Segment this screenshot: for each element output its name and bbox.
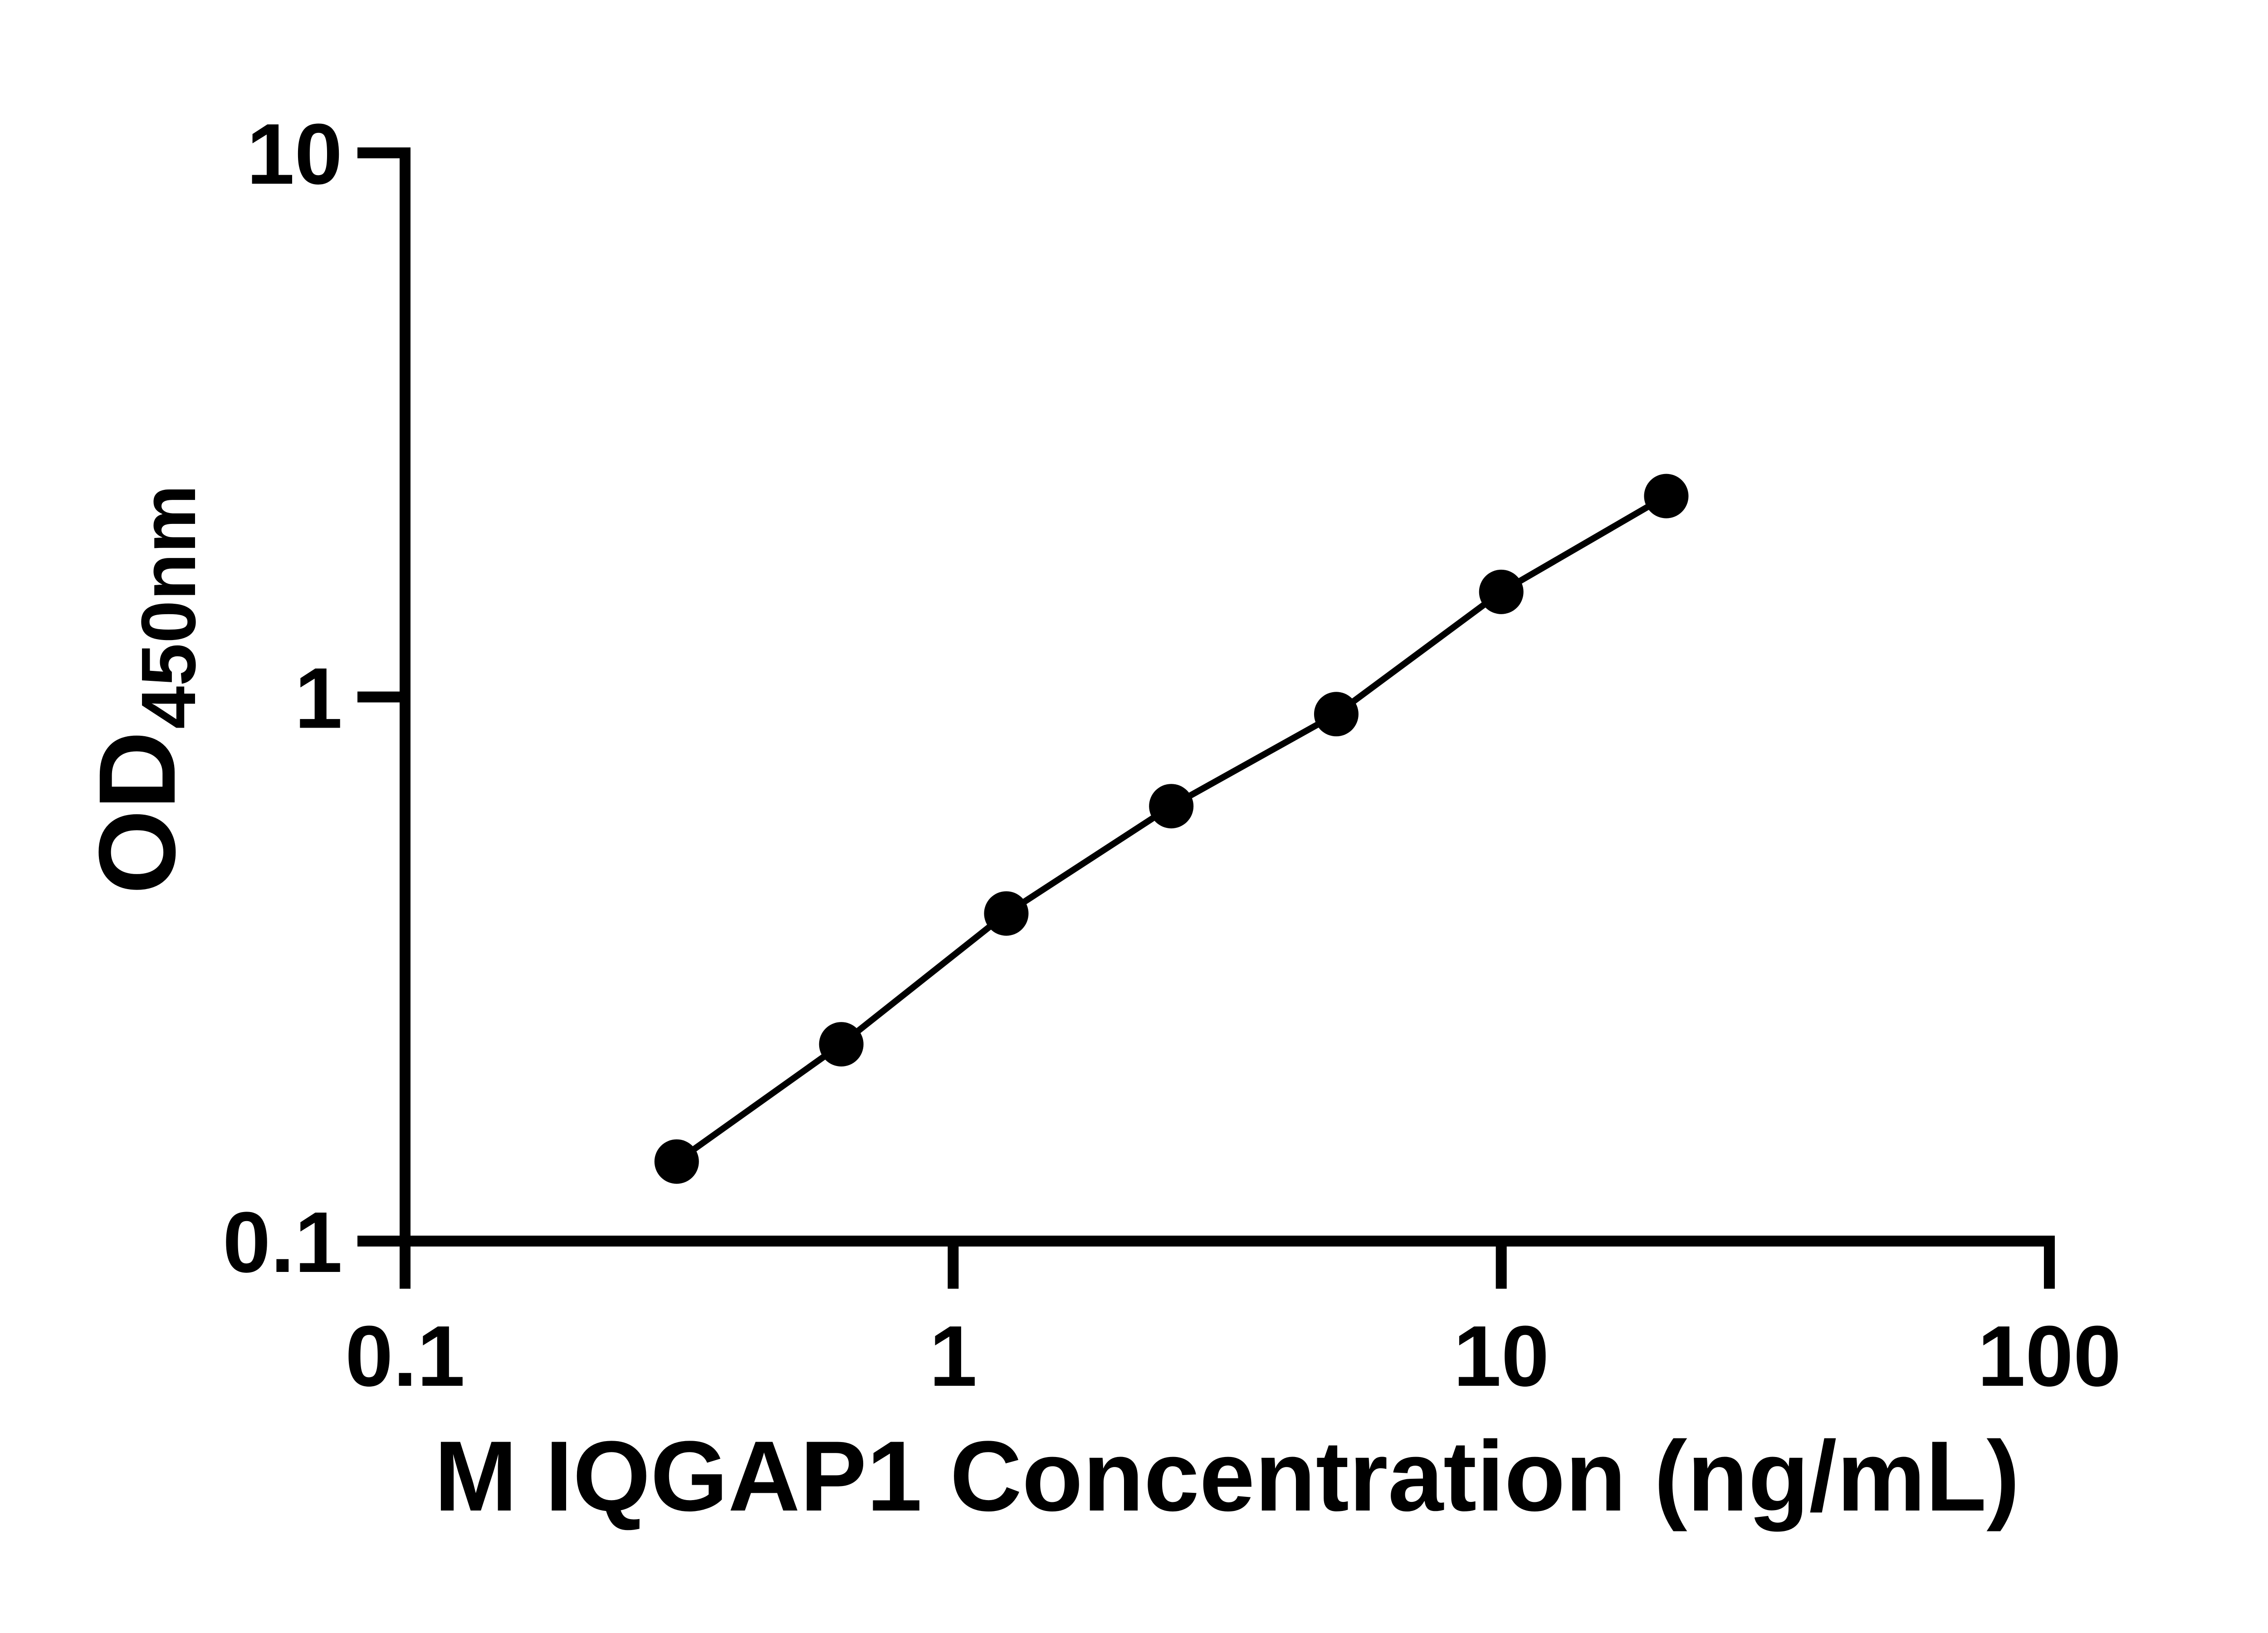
y-tick-label-0.1: 0.1	[223, 1194, 342, 1291]
x-tick-label-100: 100	[1977, 1308, 2121, 1404]
standard-curve-point-5	[1479, 569, 1524, 614]
standard-curve-point-1	[819, 1022, 864, 1067]
y-axis-title: OD 450nm	[76, 484, 212, 894]
standard-curve-point-6	[1644, 474, 1689, 518]
chart-plot-area: 0.1 1 10 0.1 1 10 100	[223, 106, 2121, 1404]
x-tick-label-10: 10	[1453, 1308, 1549, 1404]
x-tick-label-1: 1	[929, 1308, 977, 1404]
y-tick-label-1: 1	[294, 650, 342, 747]
standard-curve-point-0	[654, 1139, 699, 1184]
standard-curve-point-3	[1149, 784, 1194, 829]
standard-curve-point-4	[1314, 692, 1359, 737]
y-tick-label-10: 10	[247, 106, 342, 202]
x-tick-label-0.1: 0.1	[345, 1308, 465, 1404]
y-axis-title-sub: 450nm	[126, 484, 212, 729]
x-axis-title: M IQGAP1 Concentration (ng/mL)	[434, 1420, 2020, 1532]
y-axis-title-main: OD	[76, 731, 198, 895]
standard-curve-point-2	[984, 891, 1029, 936]
